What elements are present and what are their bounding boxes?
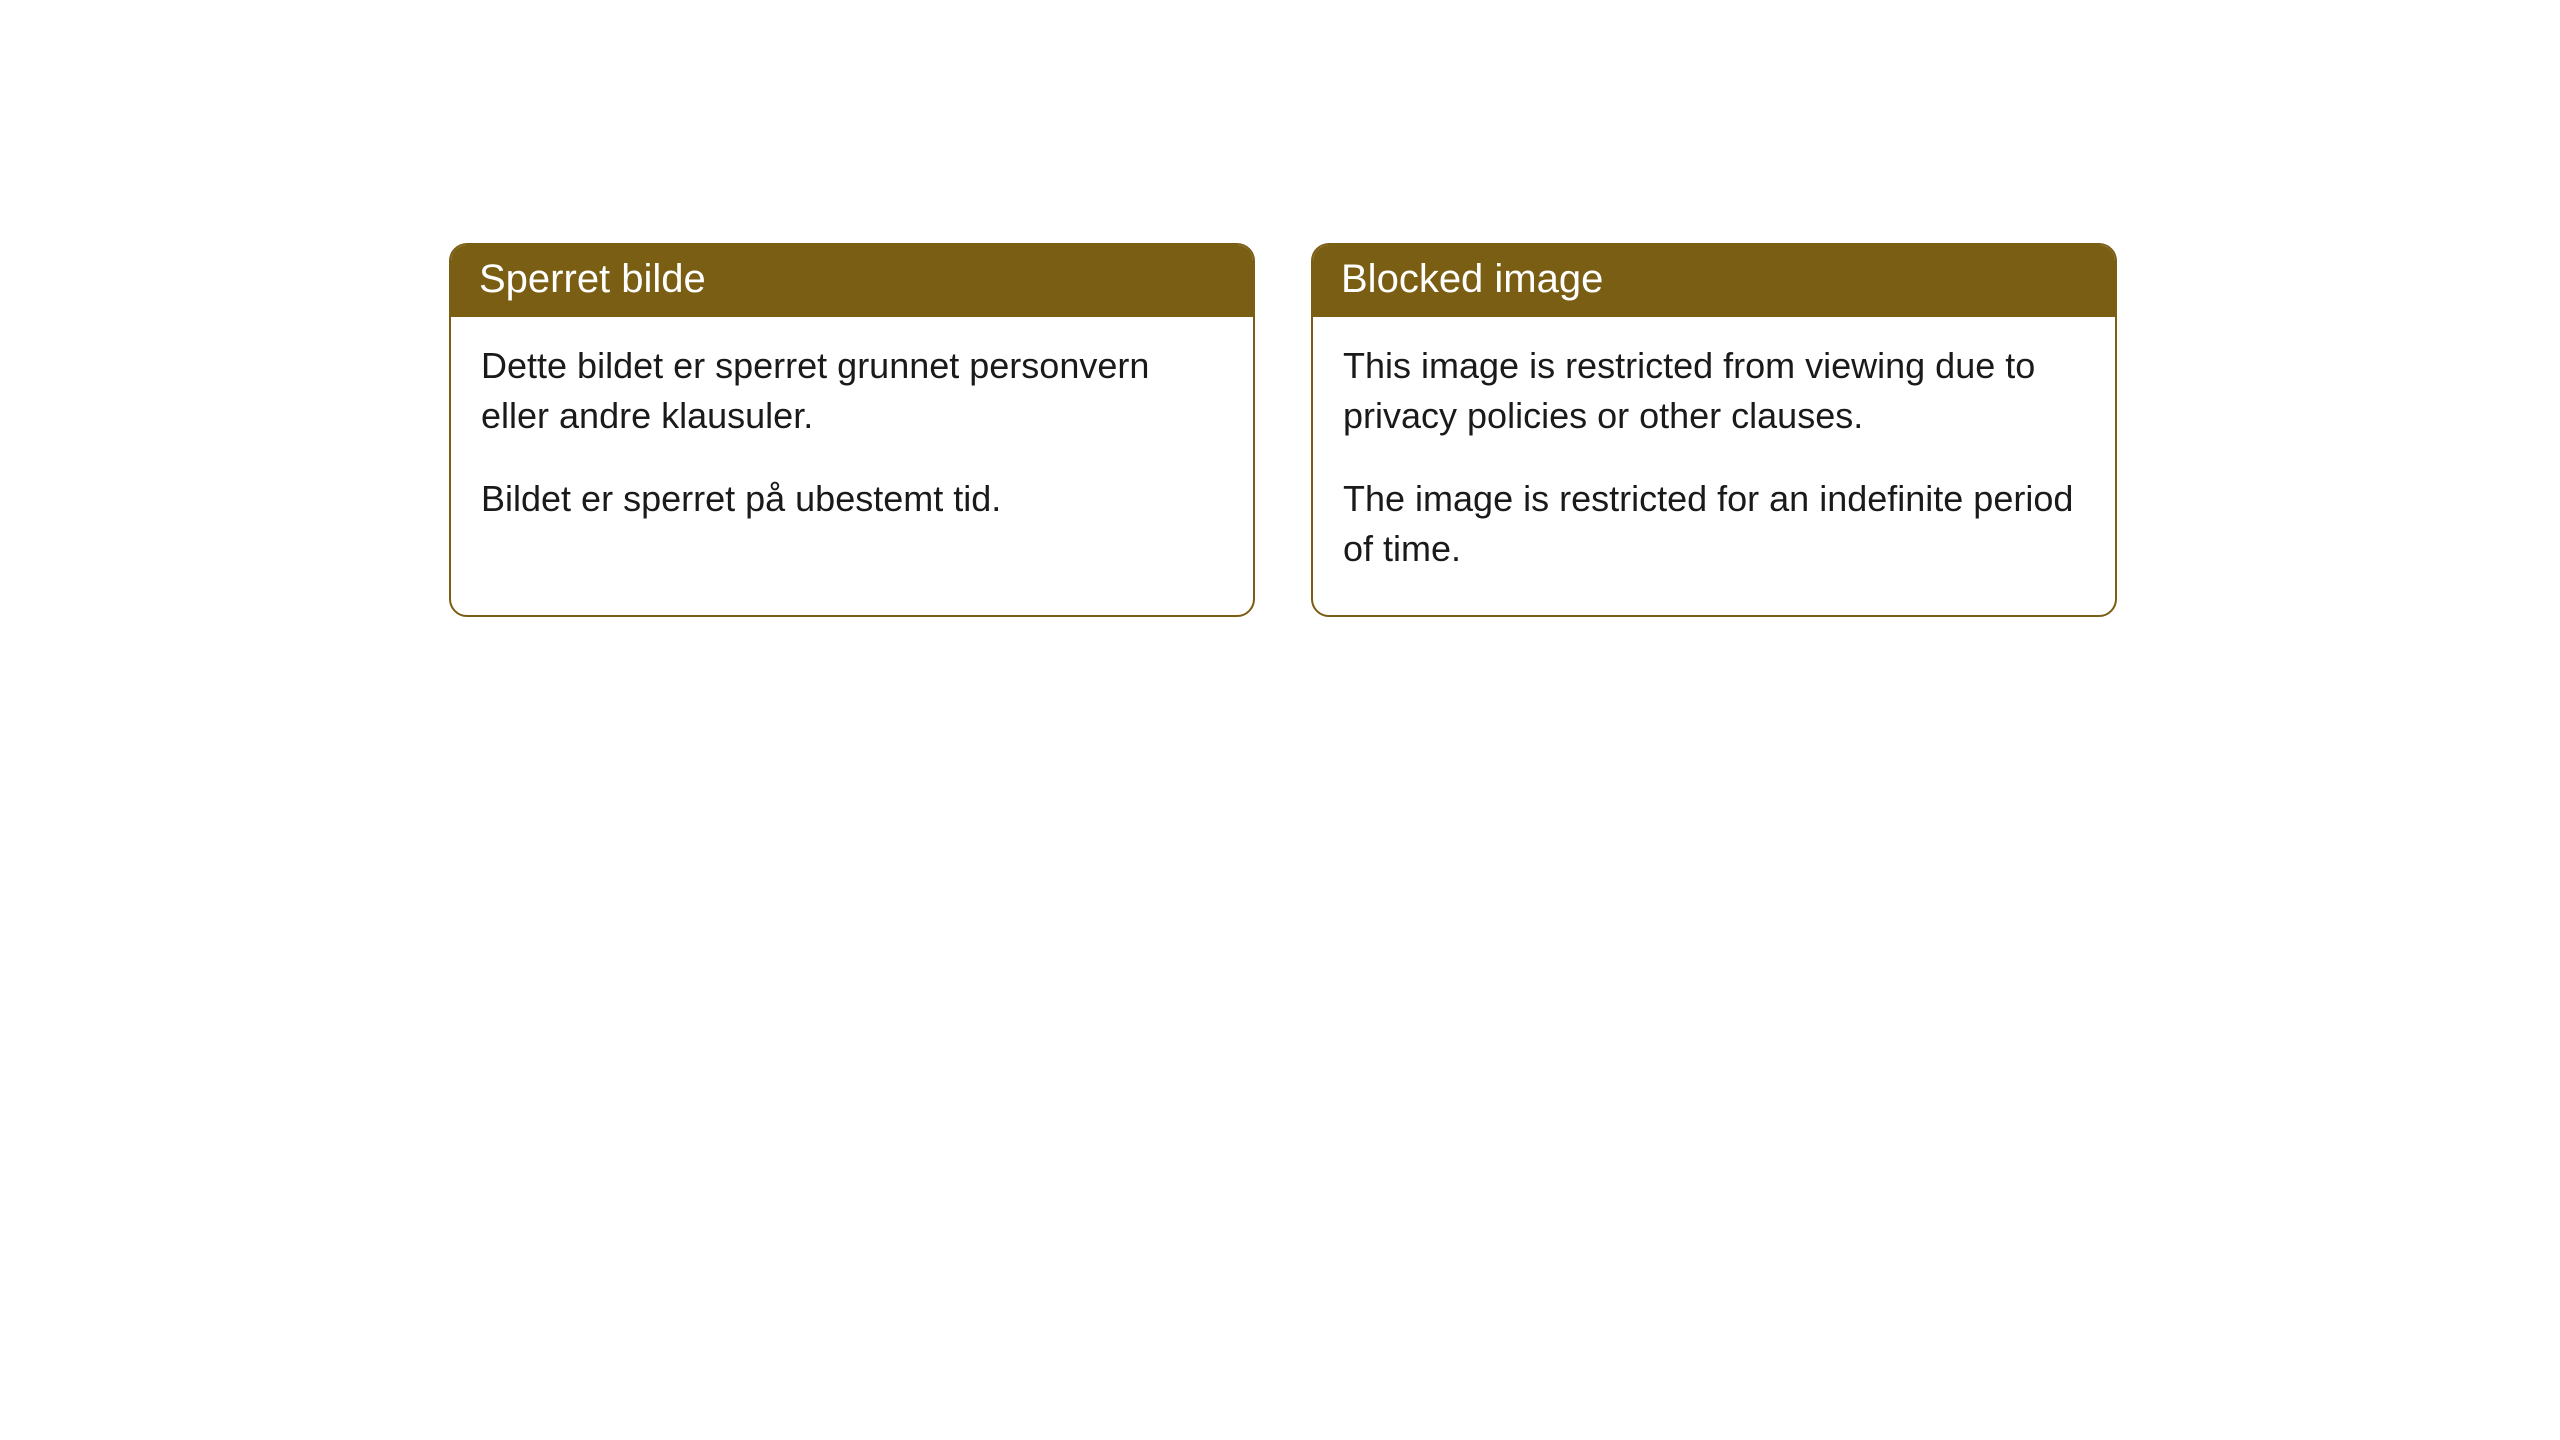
card-paragraph-en-2: The image is restricted for an indefinit… bbox=[1343, 474, 2085, 575]
card-body-en: This image is restricted from viewing du… bbox=[1313, 317, 2115, 615]
blocked-image-card-en: Blocked image This image is restricted f… bbox=[1311, 243, 2117, 617]
blocked-image-card-no: Sperret bilde Dette bildet er sperret gr… bbox=[449, 243, 1255, 617]
cards-container: Sperret bilde Dette bildet er sperret gr… bbox=[0, 0, 2560, 617]
card-body-no: Dette bildet er sperret grunnet personve… bbox=[451, 317, 1253, 564]
card-header-no: Sperret bilde bbox=[451, 245, 1253, 317]
card-paragraph-no-1: Dette bildet er sperret grunnet personve… bbox=[481, 341, 1223, 442]
card-paragraph-no-2: Bildet er sperret på ubestemt tid. bbox=[481, 474, 1223, 524]
card-header-en: Blocked image bbox=[1313, 245, 2115, 317]
card-paragraph-en-1: This image is restricted from viewing du… bbox=[1343, 341, 2085, 442]
